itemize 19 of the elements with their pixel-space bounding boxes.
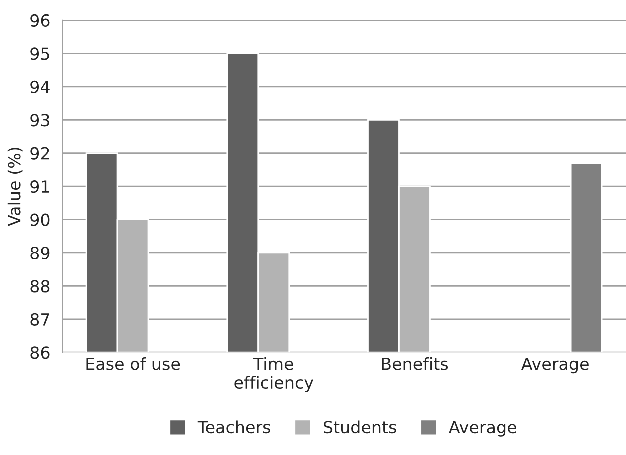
y-tick-label: 95 — [30, 48, 50, 60]
legend-label: Average — [449, 421, 516, 437]
y-axis-title: Value (%) — [8, 148, 23, 226]
y-tick-label: 91 — [30, 180, 50, 194]
x-tick-label: Ease of use — [86, 357, 180, 370]
y-tick-label: 90 — [30, 214, 50, 226]
y-tick-label: 94 — [30, 80, 50, 94]
x-tick-label: Average — [521, 358, 589, 374]
y-tick-label: 89 — [30, 246, 50, 260]
y-tick-label: 96 — [30, 14, 50, 28]
y-tick-label: 87 — [30, 313, 50, 326]
y-tick-label: 92 — [30, 147, 50, 160]
x-tick-label: Benefits — [382, 357, 448, 370]
legend-label: Teachers — [198, 420, 270, 434]
y-tick-label: 88 — [30, 280, 50, 293]
legend-label: Students — [324, 420, 396, 434]
y-tick-label: 86 — [30, 346, 50, 360]
x-tick-label: Time efficiency — [234, 357, 314, 392]
y-tick-label: 93 — [30, 114, 50, 127]
